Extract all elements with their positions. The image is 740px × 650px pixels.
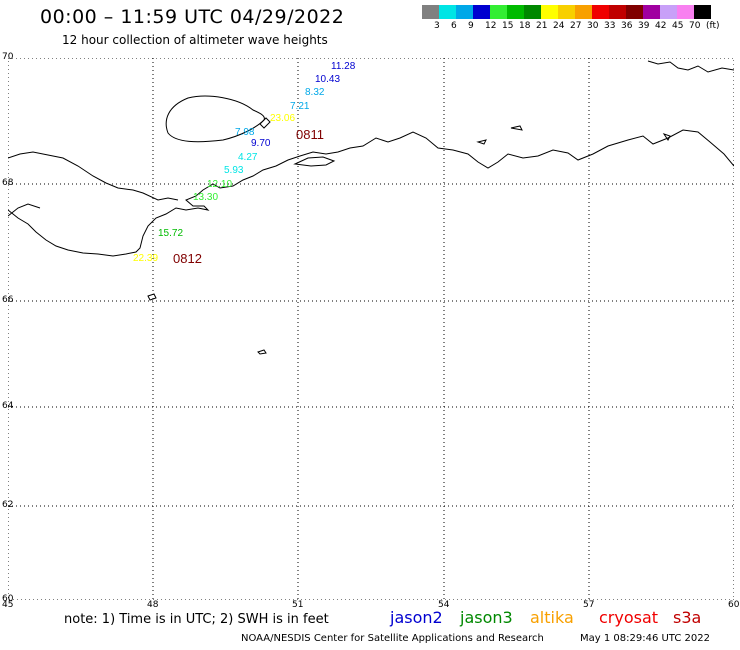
swh-label: 7.98 [235,127,255,138]
lon-label: 54 [438,600,450,610]
track-time-label: 0811 [296,127,324,142]
scale-swatch [473,5,490,19]
page-subtitle: 12 hour collection of altimeter wave hei… [62,33,328,47]
scale-label: 6 [451,21,457,31]
lon-label: 60 [728,600,740,610]
lat-label: 68 [2,178,14,188]
scale-swatch [626,5,643,19]
color-scale-bar [422,5,711,19]
swh-label: 5.93 [224,165,244,176]
map-frame [8,58,734,600]
scale-swatch [694,5,711,19]
legend-item-altika: altika [530,608,574,627]
scale-swatch [643,5,660,19]
island-kolguev [293,156,336,167]
scale-label: 3 [434,21,440,31]
lat-label: 60 [2,594,14,604]
scale-swatch [456,5,473,19]
legend-item-s3a: s3a [673,608,702,627]
coastline-kanin [8,151,179,201]
island-taymyr-a [510,125,523,131]
scale-swatch [558,5,575,19]
scale-label: 18 [519,21,531,31]
scale-label: 33 [604,21,616,31]
scale-label: 12 [485,21,497,31]
scale-label: (ft) [706,21,720,31]
scale-swatch [575,5,592,19]
island-taymyr-c [662,133,671,141]
lat-label: 64 [2,401,14,411]
scale-swatch [677,5,694,19]
scale-swatch [490,5,507,19]
coastline-west-bay [8,203,41,217]
swh-label: 23.06 [270,113,295,124]
swh-label: 22.39 [133,253,158,264]
scale-label: 9 [468,21,474,31]
color-scale: 3 6 9 12 15 18 21 24 27 30 33 36 39 42 45 70 (ft) [422,5,720,31]
island-small [257,349,267,355]
scale-label: 42 [655,21,667,31]
swh-label: 10.43 [315,74,340,85]
swh-label: 15.72 [158,228,183,239]
island-taymyr-b [476,139,487,145]
scale-swatch [507,5,524,19]
credit-line: NOAA/NESDIS Center for Satellite Applica… [241,633,544,644]
scale-swatch [660,5,677,19]
coastline-main [8,129,734,257]
scale-label: 27 [570,21,582,31]
lon-label: 57 [583,600,595,610]
scale-swatch [524,5,541,19]
swh-label: 12.10 [207,179,232,190]
track-time-label: 0812 [173,251,202,266]
footnote: note: 1) Time is in UTC; 2) SWH is in fe… [64,612,329,627]
lon-label: 48 [147,600,159,610]
scale-label: 30 [587,21,599,31]
legend-item-jason3: jason3 [460,608,513,627]
lat-label: 70 [2,52,14,62]
legend-item-jason2: jason2 [390,608,443,627]
swh-label: 11.28 [331,61,356,72]
swh-label: 13.30 [193,192,218,203]
color-scale-labels: 3 6 9 12 15 18 21 24 27 30 33 36 39 42 45 70 (ft) [422,19,720,31]
map-grid [8,58,734,600]
scale-label: 24 [553,21,565,31]
scale-swatch [541,5,558,19]
legend-item-cryosat: cryosat [599,608,659,627]
swh-label: 7.21 [290,101,310,112]
lat-label: 66 [2,295,14,305]
lon-label: 45 [2,600,14,610]
scale-swatch [609,5,626,19]
coastline-vaygach [259,117,271,129]
scale-swatch [422,5,439,19]
lon-label: 51 [292,600,304,610]
scale-label: 45 [672,21,684,31]
island-morzhovets [147,293,157,301]
lat-label: 62 [2,500,14,510]
scale-swatch [592,5,609,19]
swh-label: 8.32 [305,87,325,98]
timestamp: May 1 08:29:46 UTC 2022 [580,633,710,644]
swh-label: 9.70 [251,138,271,149]
page-title: 00:00 – 11:59 UTC 04/29/2022 [40,6,345,28]
swh-label: 4.27 [238,152,258,163]
scale-label: 39 [638,21,650,31]
scale-swatch [439,5,456,19]
scale-label: 36 [621,21,633,31]
coastline [8,60,734,355]
scale-label: 70 [689,21,701,31]
scale-label: 15 [502,21,514,31]
scale-label: 21 [536,21,548,31]
coastline-north-siberia [647,60,734,73]
